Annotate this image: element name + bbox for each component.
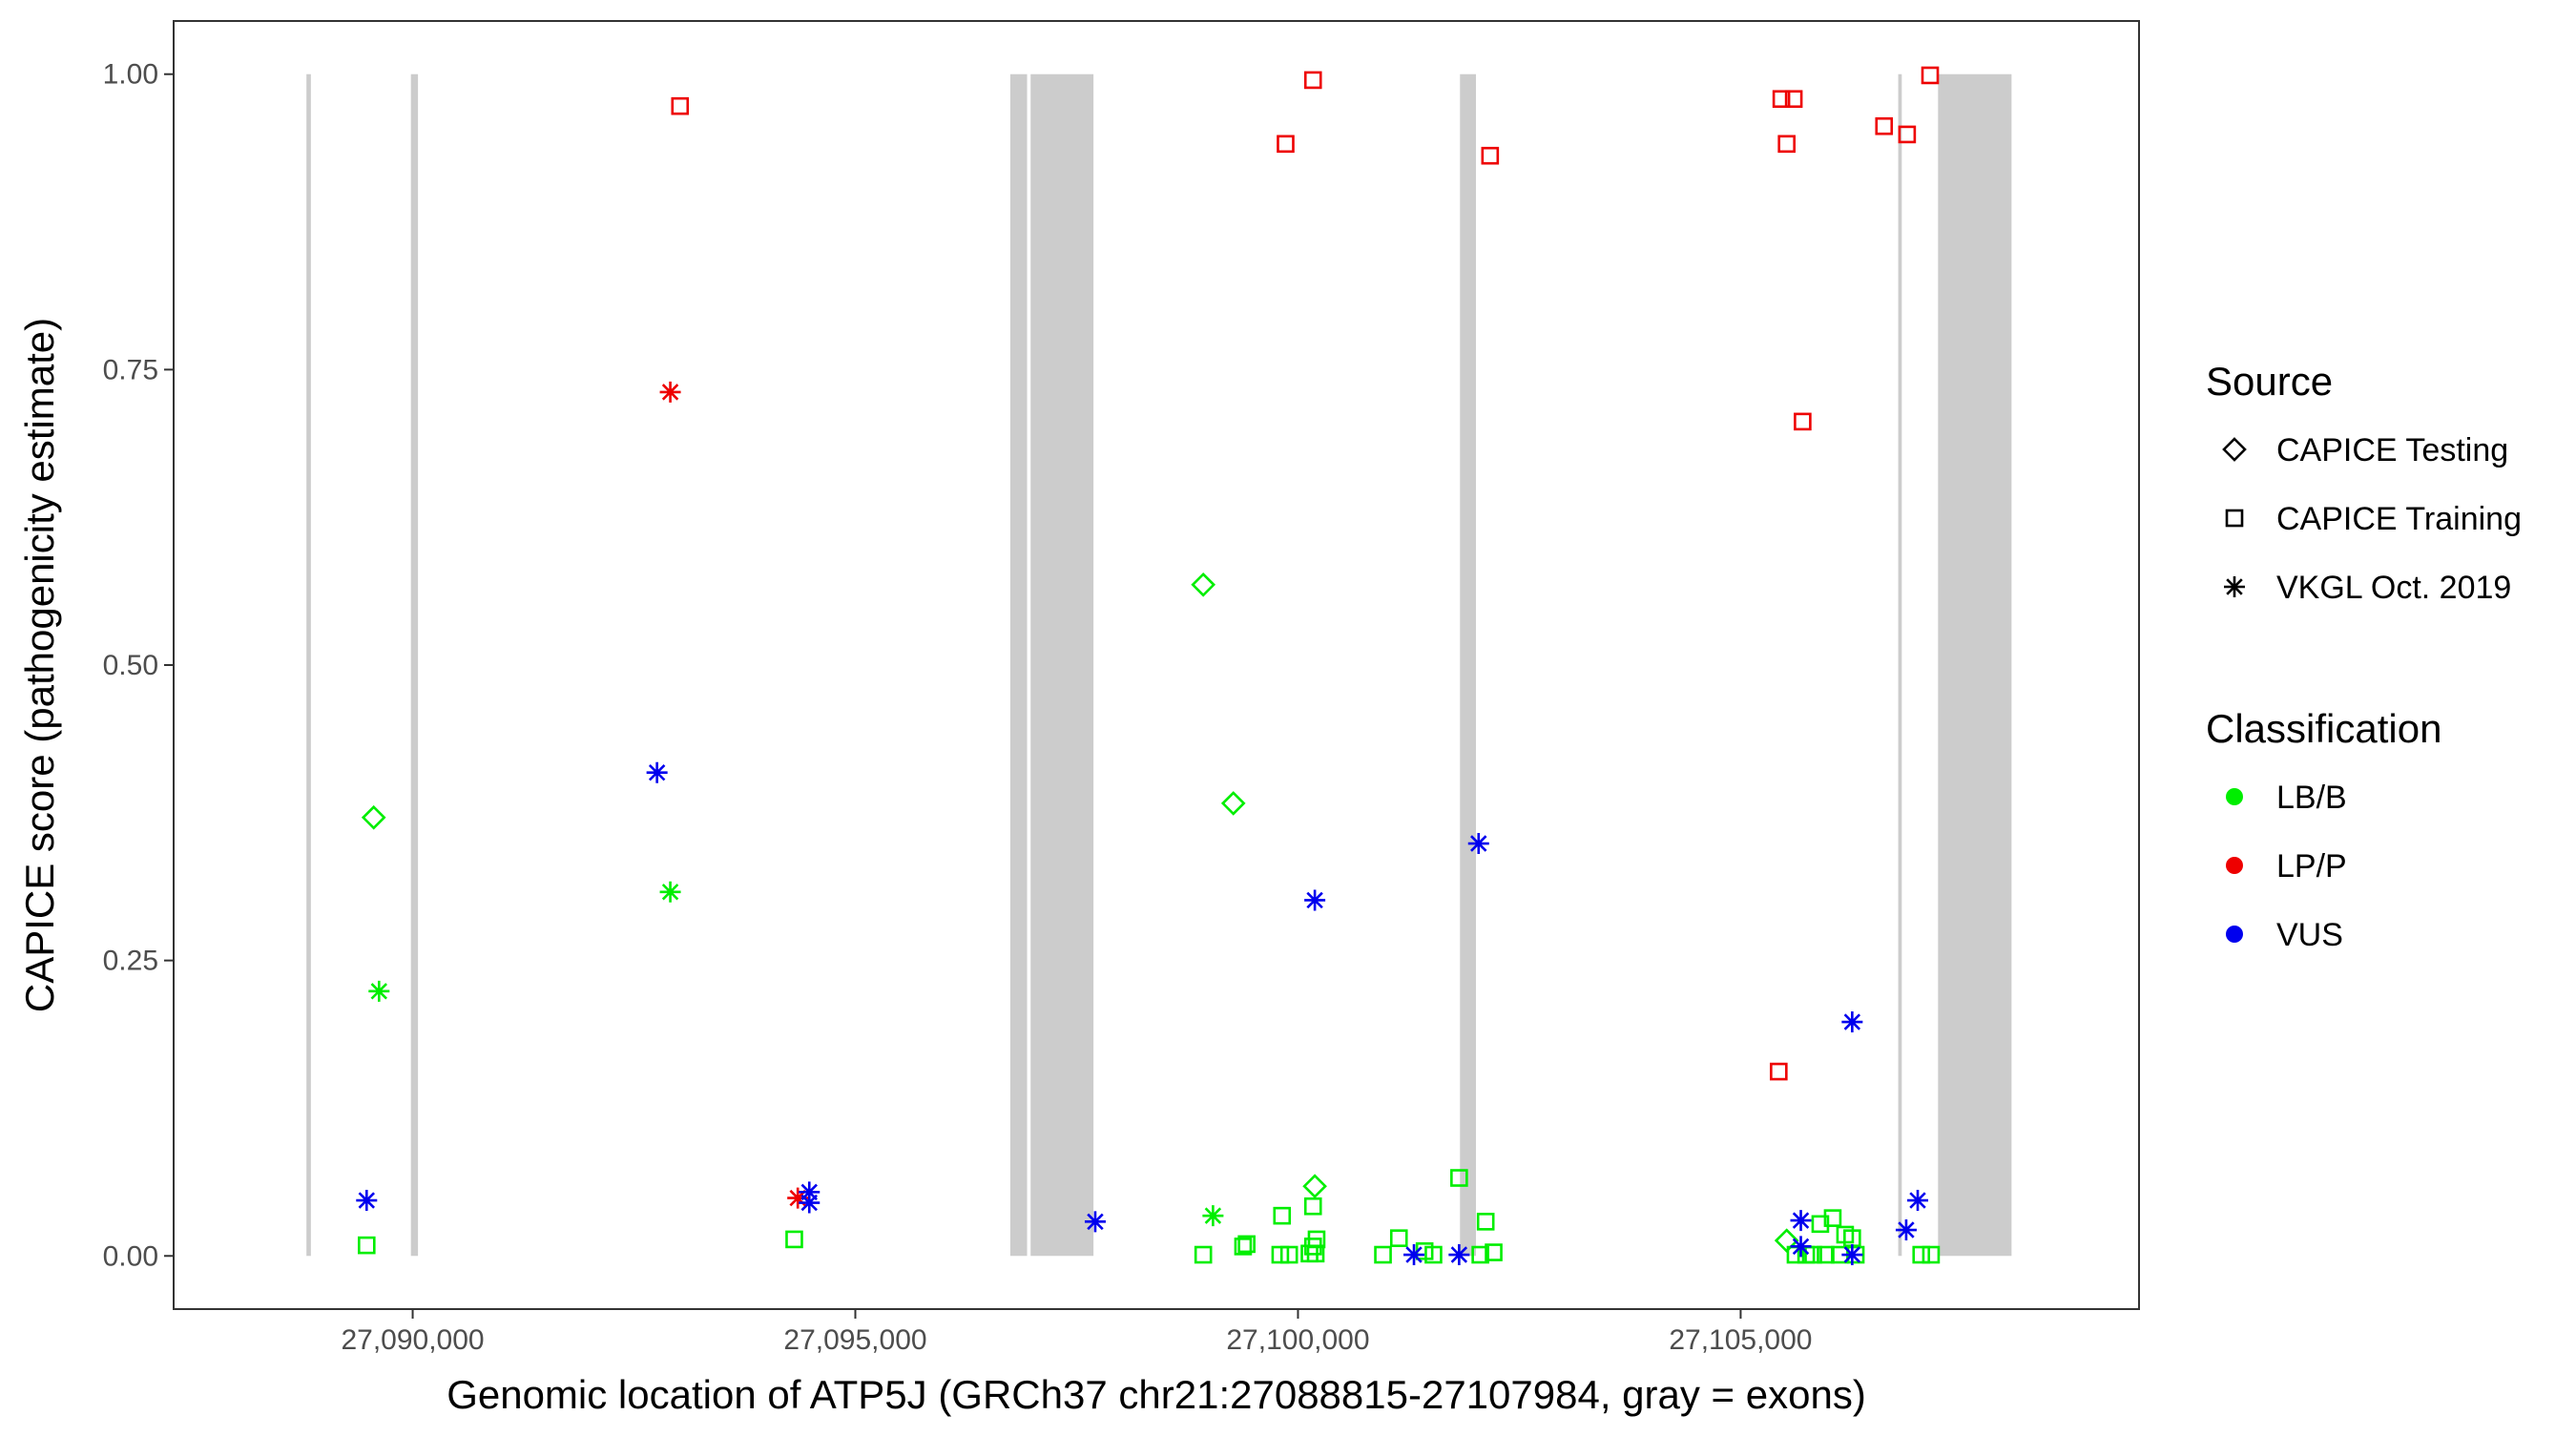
y-tick-label: 0.50 bbox=[103, 650, 158, 681]
legend: Source CAPICE Testing CAPICE Training VKGL… bbox=[2206, 359, 2522, 953]
data-point bbox=[1922, 1245, 1941, 1264]
data-point bbox=[1220, 791, 1246, 816]
data-point bbox=[671, 96, 690, 115]
data-point bbox=[1303, 71, 1322, 90]
data-point bbox=[1777, 135, 1796, 154]
x-tick-label: 27,090,000 bbox=[341, 1324, 484, 1356]
data-point bbox=[1306, 1244, 1325, 1263]
legend-color-dot-icon bbox=[2226, 926, 2243, 943]
data-point bbox=[1273, 1206, 1292, 1225]
data-point bbox=[1450, 1169, 1468, 1187]
data-point bbox=[1191, 572, 1216, 597]
exon-bands bbox=[306, 73, 2012, 1257]
exon-band bbox=[1898, 73, 1902, 1257]
data-point bbox=[1279, 1245, 1298, 1264]
data-point bbox=[1770, 1062, 1788, 1081]
data-point bbox=[799, 1181, 821, 1203]
data-point bbox=[368, 980, 390, 1002]
x-tick-label: 27,100,000 bbox=[1226, 1324, 1369, 1356]
y-tick-label: 0.25 bbox=[103, 946, 158, 977]
data-point bbox=[646, 761, 668, 783]
data-point bbox=[1389, 1229, 1408, 1247]
data-point bbox=[1921, 66, 1940, 85]
legend-source-label: VKGL Oct. 2019 bbox=[2276, 570, 2511, 606]
data-point bbox=[1277, 135, 1295, 154]
y-tick-label: 0.00 bbox=[103, 1240, 158, 1272]
data-point bbox=[1790, 1236, 1812, 1258]
legend-source-entries: CAPICE Testing CAPICE Training VKGL Oct. 2… bbox=[2222, 432, 2522, 606]
y-tick-label: 1.00 bbox=[103, 59, 158, 91]
legend-source-title: Source bbox=[2206, 359, 2333, 404]
data-point bbox=[356, 1190, 378, 1212]
data-point bbox=[1302, 1174, 1327, 1199]
data-point bbox=[361, 804, 386, 830]
legend-classification-entries: LB/B LP/P VUS bbox=[2226, 780, 2347, 953]
data-point bbox=[1895, 1219, 1917, 1241]
exon-band bbox=[1009, 73, 1028, 1257]
x-tick-label: 27,095,000 bbox=[783, 1324, 926, 1356]
y-tick-label: 0.75 bbox=[103, 354, 158, 385]
legend-classification-label: LB/B bbox=[2276, 780, 2347, 816]
data-point bbox=[1912, 1245, 1931, 1264]
data-point bbox=[1237, 1235, 1256, 1254]
data-points bbox=[356, 66, 1941, 1266]
data-point bbox=[1403, 1244, 1425, 1266]
legend-color-dot-icon bbox=[2226, 788, 2243, 805]
data-point bbox=[1471, 1245, 1489, 1264]
data-point bbox=[1424, 1245, 1443, 1264]
data-point bbox=[1448, 1244, 1470, 1266]
legend-asterisk-icon bbox=[2224, 576, 2245, 597]
data-point bbox=[357, 1236, 376, 1255]
data-point bbox=[1476, 1213, 1495, 1231]
legend-classification-title: Classification bbox=[2206, 706, 2441, 751]
data-point bbox=[799, 1192, 821, 1214]
data-point bbox=[1481, 146, 1500, 165]
legend-color-dot-icon bbox=[2226, 857, 2243, 874]
data-point bbox=[1374, 1245, 1392, 1264]
data-point bbox=[659, 881, 681, 903]
legend-classification-label: VUS bbox=[2276, 917, 2343, 953]
data-point bbox=[787, 1187, 809, 1209]
data-point bbox=[1303, 1197, 1322, 1216]
data-point bbox=[785, 1230, 803, 1249]
y-axis: 0.00 0.25 0.50 0.75 1.00 bbox=[103, 59, 174, 1272]
x-axis-title: Genomic location of ATP5J (GRCh37 chr21:… bbox=[447, 1372, 1866, 1417]
data-point bbox=[1875, 116, 1894, 135]
data-point bbox=[1823, 1209, 1842, 1227]
exon-band bbox=[1938, 73, 2012, 1257]
data-point bbox=[659, 381, 681, 403]
data-point bbox=[1084, 1211, 1106, 1233]
exon-band bbox=[1030, 73, 1094, 1257]
x-axis: 27,090,000 27,095,000 27,100,000 27,105,000 bbox=[341, 1309, 1813, 1356]
data-point bbox=[1234, 1238, 1253, 1256]
data-point bbox=[1804, 1245, 1822, 1264]
legend-diamond-icon bbox=[2222, 437, 2247, 462]
exon-band bbox=[306, 73, 311, 1257]
exon-band bbox=[1460, 73, 1476, 1257]
data-point bbox=[1485, 1243, 1503, 1261]
data-point bbox=[1790, 1210, 1812, 1232]
data-point bbox=[1794, 412, 1812, 431]
data-point bbox=[1772, 90, 1791, 109]
data-point bbox=[1784, 90, 1803, 109]
data-point bbox=[1898, 125, 1917, 144]
legend-classification-label: LP/P bbox=[2276, 848, 2347, 884]
data-point bbox=[1907, 1190, 1929, 1212]
data-point bbox=[1841, 1011, 1863, 1033]
exon-band bbox=[410, 73, 419, 1257]
data-point bbox=[1194, 1245, 1213, 1264]
data-point bbox=[1202, 1205, 1224, 1227]
legend-square-icon bbox=[2225, 509, 2244, 528]
data-point bbox=[1841, 1244, 1863, 1266]
y-axis-title: CAPICE score (pathogenicity estimate) bbox=[17, 318, 62, 1012]
legend-source-label: CAPICE Training bbox=[2276, 501, 2522, 537]
data-point bbox=[1304, 889, 1326, 911]
data-point bbox=[1467, 833, 1489, 855]
data-point bbox=[1811, 1215, 1830, 1234]
x-tick-label: 27,105,000 bbox=[1669, 1324, 1812, 1356]
legend-source-label: CAPICE Testing bbox=[2276, 432, 2508, 468]
